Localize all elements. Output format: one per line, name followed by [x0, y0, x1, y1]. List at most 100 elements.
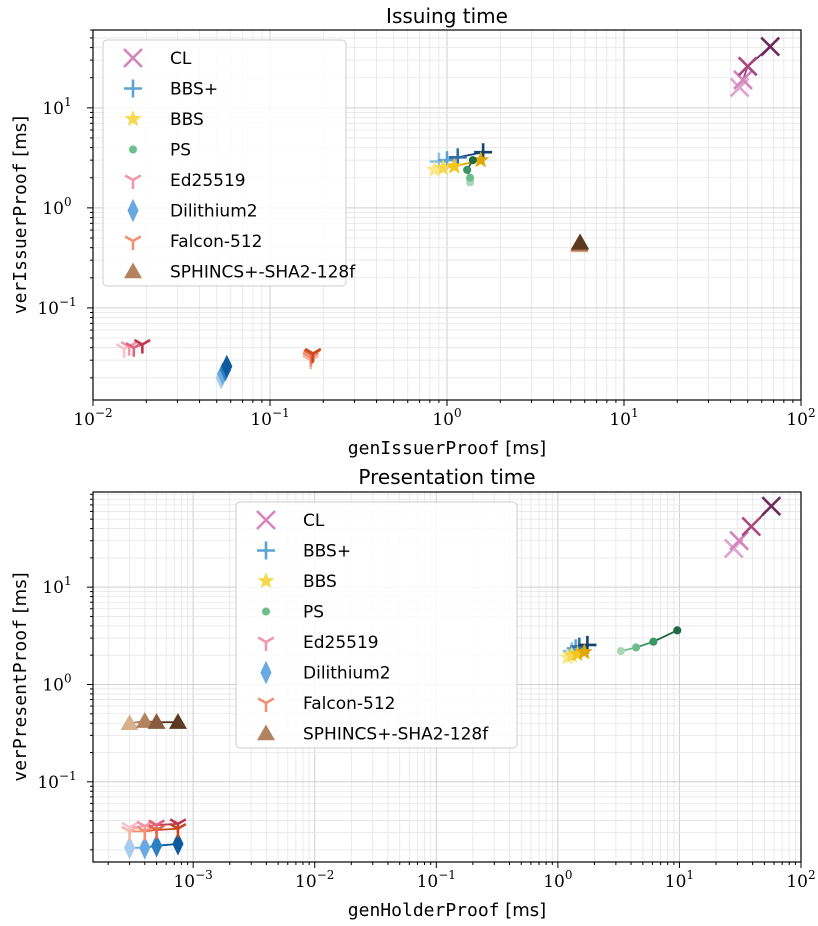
y-tick-label: 10−1 — [37, 295, 76, 319]
x-tick-label: 100 — [543, 868, 572, 892]
y-tick-label: 100 — [42, 195, 71, 219]
plot-frame — [92, 29, 802, 401]
series-bbs — [558, 643, 593, 665]
y-axis-label: verIssuerProof [ms] — [10, 116, 31, 314]
series-cl — [723, 496, 782, 559]
data-point-sphincs-sha2-128f — [571, 233, 590, 250]
data-point-falcon-512 — [148, 824, 166, 839]
legend-box — [102, 39, 347, 287]
legend-label-ps: PS — [303, 603, 324, 623]
legend-label-dilithium2: Dilithium2 — [303, 664, 391, 684]
legend-marker-ps — [261, 607, 271, 616]
legend-label-cl: CL — [170, 49, 192, 69]
data-point-ed25519 — [133, 338, 151, 354]
data-point-dilithium2 — [139, 836, 151, 860]
x-axis-label: genHolderProof [ms] — [348, 900, 546, 921]
data-point-ps — [649, 637, 658, 646]
legend-marker-dilithium2 — [260, 660, 272, 685]
x-tick-label: 10−1 — [250, 406, 289, 430]
series-dilithium2 — [124, 832, 184, 860]
legend-label-dilithium2: Dilithium2 — [170, 202, 258, 222]
legend-label-falcon-512: Falcon-512 — [303, 694, 395, 714]
x-tick-label: 100 — [432, 406, 461, 430]
legend-marker-ed25519 — [257, 636, 275, 651]
data-point-dilithium2 — [172, 832, 184, 856]
legend-label-bbs: BBS+ — [170, 80, 218, 100]
data-point-cl — [733, 70, 753, 90]
x-tick-label: 101 — [609, 406, 638, 430]
x-tick-label: 102 — [786, 868, 815, 892]
series-layer — [115, 36, 781, 390]
data-point-sphincs-sha2-128f — [168, 713, 187, 729]
series-cl — [729, 36, 781, 98]
legend-label-ps: PS — [170, 141, 191, 161]
ticks — [87, 493, 802, 868]
series-bbs — [429, 143, 493, 171]
data-point-ps — [466, 173, 475, 182]
x-axis-label: genIssuerProof [ms] — [348, 438, 546, 459]
data-point-cl — [761, 496, 782, 517]
legend: CL BBS+ BBS PS Ed25519 Dilithium2 Falcon-512 SP… — [102, 39, 356, 287]
data-point-cl — [760, 36, 781, 57]
legend-label-cl: CL — [303, 511, 325, 531]
series-line-segment — [156, 827, 179, 831]
legend-marker-sphincs-sha2-128f — [124, 262, 142, 279]
data-point-cl — [737, 56, 758, 77]
data-point-ps — [632, 643, 641, 652]
chart-panel-2: 10−3 10−2 10−1 100 101 102 10−1 100 101 Presentat… — [10, 465, 816, 921]
legend-label-sphincs-sha2-128f: SPHINCS+-SHA2-128f — [170, 263, 356, 283]
data-point-dilithium2 — [221, 354, 233, 379]
data-point-falcon-512 — [304, 347, 322, 363]
legend-marker-dilithium2 — [127, 198, 139, 223]
data-point-ps — [673, 626, 682, 635]
x-tick-label: 10−2 — [73, 406, 112, 430]
legend-marker-ed25519 — [124, 174, 142, 189]
series-line-segment — [652, 629, 678, 643]
plot-frame — [92, 491, 802, 863]
legend-marker-sphincs-sha2-128f — [257, 724, 275, 741]
series-bbs — [425, 151, 490, 178]
y-tick-label: 101 — [42, 574, 71, 598]
x-tick-label: 10−3 — [173, 868, 212, 892]
chart-panel-1: 10−2 10−1 100 101 102 10−1 100 101 Issuing time g… — [10, 4, 816, 459]
legend-marker-cl — [123, 48, 143, 68]
series-line-segment — [156, 822, 179, 826]
data-point-dilithium2 — [124, 836, 136, 860]
legend-marker-falcon-512 — [257, 697, 275, 712]
series-sphincs-sha2-128f — [570, 233, 590, 253]
data-point-ps — [616, 647, 625, 656]
data-point-bbs — [558, 648, 577, 665]
series-falcon-512 — [302, 347, 322, 370]
x-tick-label: 10−1 — [417, 868, 456, 892]
data-point-cl — [729, 530, 750, 551]
data-point-dilithium2 — [150, 834, 163, 858]
legend-marker-bbs — [124, 79, 142, 98]
legend: CL BBS+ BBS PS Ed25519 Dilithium2 Falcon-512 SP… — [235, 501, 518, 749]
legend-label-bbs: BBS — [303, 572, 337, 592]
chart-title: Presentation time — [358, 465, 535, 489]
legend-label-sphincs-sha2-128f: SPHINCS+-SHA2-128f — [303, 725, 489, 745]
legend-box — [235, 501, 518, 749]
data-point-ps — [463, 165, 472, 174]
legend-label-falcon-512: Falcon-512 — [170, 232, 262, 252]
series-falcon-512 — [121, 823, 187, 841]
legend-marker-cl — [256, 510, 276, 530]
legend-label-ed25519: Ed25519 — [170, 171, 246, 191]
legend-marker-bbs — [124, 110, 142, 127]
legend-label-bbs: BBS — [170, 110, 204, 130]
y-tick-label: 100 — [42, 671, 71, 695]
series-layer — [120, 496, 782, 860]
data-point-sphincs-sha2-128f — [147, 713, 166, 729]
data-point-bbs — [568, 645, 587, 662]
y-axis-label: verPresentProof [ms] — [10, 572, 31, 781]
y-tick-label: 101 — [42, 95, 71, 119]
data-point-bbs — [448, 148, 467, 167]
legend-marker-bbs — [257, 572, 275, 589]
data-point-bbs — [425, 160, 444, 178]
x-tick-label: 102 — [786, 406, 815, 430]
data-point-bbs — [472, 151, 490, 168]
x-tick-label: 10−2 — [295, 868, 334, 892]
legend-marker-bbs — [257, 541, 275, 560]
data-point-cl — [741, 516, 762, 537]
